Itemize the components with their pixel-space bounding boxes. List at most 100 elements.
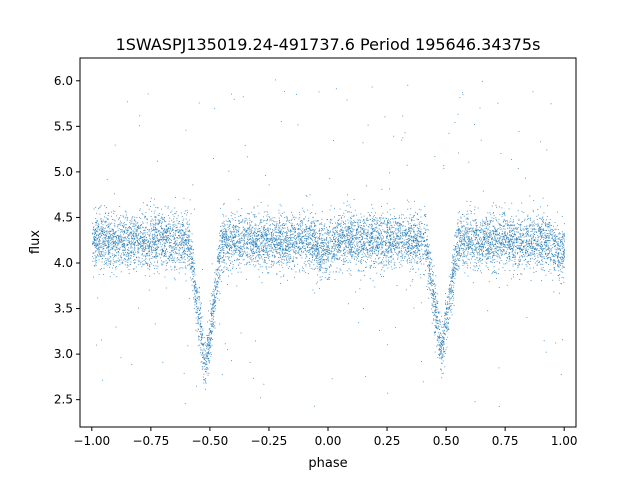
data-point xyxy=(548,271,550,272)
data-point xyxy=(363,308,364,309)
data-point xyxy=(192,258,194,260)
data-point xyxy=(360,234,362,235)
data-point xyxy=(511,216,513,218)
data-point xyxy=(123,216,124,218)
data-point xyxy=(431,285,433,287)
data-point xyxy=(384,223,386,225)
data-point xyxy=(150,228,152,230)
data-point xyxy=(348,228,350,230)
data-point xyxy=(299,239,301,240)
data-point xyxy=(272,228,273,230)
data-point xyxy=(184,212,186,214)
data-point xyxy=(302,243,304,245)
data-point xyxy=(96,230,98,232)
data-point xyxy=(213,325,215,327)
data-point xyxy=(444,315,445,317)
data-point xyxy=(314,248,316,250)
data-point xyxy=(278,235,280,237)
data-point xyxy=(269,224,271,226)
data-point xyxy=(424,254,426,256)
data-point xyxy=(327,278,329,280)
data-point xyxy=(457,258,459,260)
data-point xyxy=(393,263,395,265)
data-point xyxy=(467,231,469,232)
data-point xyxy=(197,296,199,297)
data-point xyxy=(266,263,268,264)
data-point xyxy=(102,255,104,257)
data-point xyxy=(347,236,349,238)
data-point xyxy=(181,239,183,241)
data-point xyxy=(223,271,225,273)
data-point xyxy=(469,241,471,243)
data-point xyxy=(487,229,489,231)
data-point xyxy=(356,241,358,243)
data-point xyxy=(512,242,514,244)
data-point xyxy=(533,253,534,255)
data-point xyxy=(102,224,104,226)
data-point xyxy=(559,264,561,266)
data-point xyxy=(263,254,265,256)
data-point xyxy=(393,215,395,217)
data-point xyxy=(208,344,210,346)
data-point xyxy=(451,262,453,263)
data-point xyxy=(511,278,513,280)
data-point xyxy=(456,236,457,238)
data-point xyxy=(299,253,301,255)
data-point xyxy=(225,268,227,270)
data-point xyxy=(474,239,476,241)
data-point xyxy=(195,306,197,308)
data-point xyxy=(429,282,431,284)
data-point xyxy=(416,227,418,229)
data-point xyxy=(136,226,138,228)
data-point xyxy=(371,217,373,219)
data-point xyxy=(319,268,320,270)
data-point xyxy=(532,91,534,93)
data-point xyxy=(286,220,288,222)
data-point xyxy=(340,246,341,248)
data-point xyxy=(341,260,342,261)
data-point xyxy=(545,249,547,251)
data-point xyxy=(395,229,397,231)
data-point xyxy=(557,237,559,239)
data-point xyxy=(519,251,521,253)
data-point xyxy=(171,250,173,251)
data-point xyxy=(546,257,548,259)
data-point xyxy=(181,246,183,248)
data-point xyxy=(305,238,307,239)
data-point xyxy=(205,367,207,369)
data-point xyxy=(194,262,196,264)
data-point xyxy=(395,222,397,224)
data-point xyxy=(503,211,505,213)
data-point xyxy=(353,258,355,260)
data-point xyxy=(545,351,547,353)
data-point xyxy=(102,219,104,221)
data-point xyxy=(125,228,127,230)
data-point xyxy=(474,266,476,268)
data-point xyxy=(160,237,162,239)
data-point xyxy=(427,238,428,240)
data-point xyxy=(101,258,103,260)
data-point xyxy=(115,260,117,262)
data-point xyxy=(285,238,287,240)
data-point xyxy=(265,211,267,213)
data-point xyxy=(287,250,289,251)
data-point xyxy=(407,84,409,86)
data-point xyxy=(458,251,460,253)
data-point xyxy=(278,264,280,266)
data-point xyxy=(309,250,311,252)
data-point xyxy=(455,258,457,260)
data-point xyxy=(482,219,484,221)
data-point xyxy=(425,269,427,271)
data-point xyxy=(129,223,131,225)
data-point xyxy=(471,237,473,239)
data-point xyxy=(253,242,255,244)
data-point xyxy=(114,242,116,244)
data-point xyxy=(414,223,416,225)
data-point xyxy=(498,228,500,230)
data-point xyxy=(103,205,105,207)
data-point xyxy=(532,233,534,235)
data-point xyxy=(530,280,532,282)
data-point xyxy=(348,268,350,270)
data-point xyxy=(255,232,257,234)
data-point xyxy=(229,228,231,230)
